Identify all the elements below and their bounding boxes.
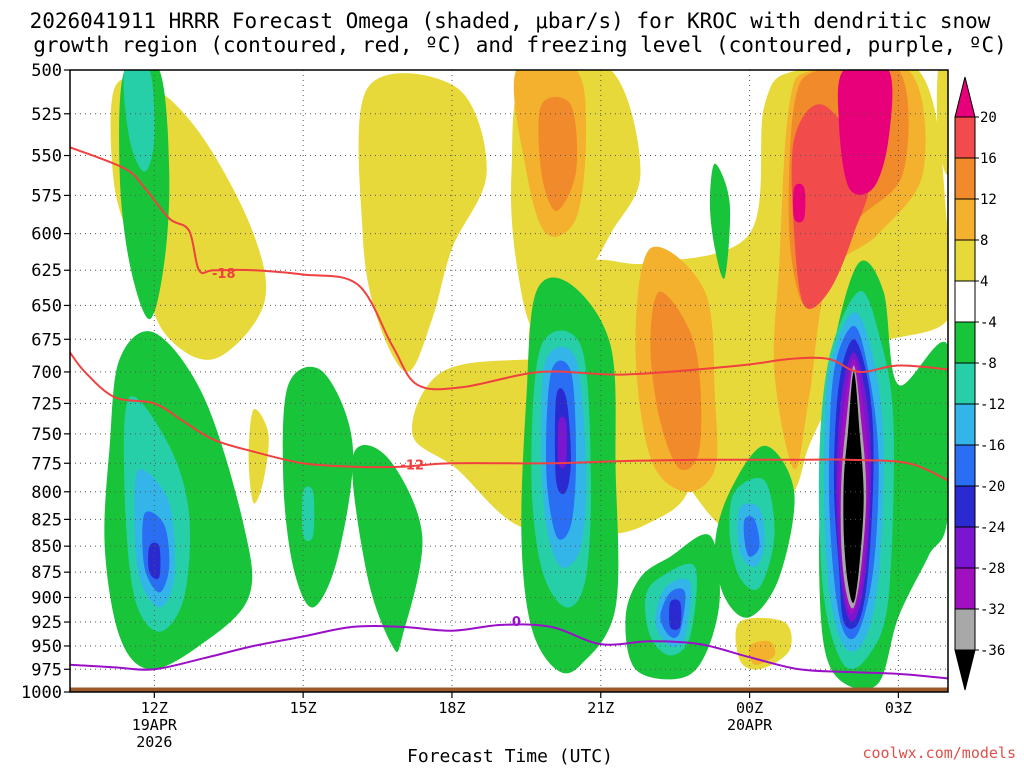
colorbar-label-10: -24 (980, 520, 1005, 536)
omega-region-neg4-20 (282, 366, 354, 608)
colorbar-segment-6 (954, 321, 976, 364)
x-tick-label-24: 00Z (736, 699, 763, 717)
x-tick-label-18: 18Z (438, 699, 465, 717)
omega-region-neg16-42 (743, 516, 760, 557)
omega-region-neg36-52 (843, 371, 864, 603)
x-tick-label-27: 03Z (885, 699, 912, 717)
x-tick-sublabel-24: 20APR (727, 716, 773, 734)
omega-region-pos20-16 (837, 70, 893, 195)
freezing-line-0 (70, 623, 948, 680)
omega-region-neg4-25 (709, 163, 731, 279)
colorbar-segment-5 (954, 280, 976, 323)
colorbar-segment-3 (954, 198, 976, 241)
x-tick-label-21: 21Z (587, 699, 614, 717)
colorbar-bottom-arrow (954, 649, 976, 691)
colorbar-segment-2 (954, 157, 976, 200)
colorbar-label-5: -4 (980, 315, 997, 331)
y-tick-label-1000: 1000 (21, 683, 62, 703)
y-tick-label-975: 975 (31, 660, 62, 680)
colorbar-segment-7 (954, 362, 976, 405)
plot-frame (69, 69, 949, 693)
y-tick-label-800: 800 (31, 483, 62, 503)
colorbar-label-13: -36 (980, 643, 1005, 659)
omega-region-neg4-21 (352, 444, 423, 653)
dgz-line-1 (70, 351, 948, 482)
y-tick-label-500: 500 (31, 61, 62, 81)
y-tick-label-725: 725 (31, 394, 62, 414)
chart-title-line2: growth region (contoured, red, ºC) and f… (33, 33, 1007, 57)
y-tick-label-550: 550 (31, 147, 62, 167)
plot-area: -18 -12 0 500 525 550 575 600 625 650 675 700 725 750… (21, 61, 949, 751)
colorbar-segment-9 (954, 444, 976, 487)
colorbar-label-12: -32 (980, 602, 1005, 618)
colorbar-segment-4 (954, 239, 976, 282)
y-tick-label-950: 950 (31, 637, 62, 657)
dgz-label-0: -18 (212, 267, 236, 282)
omega-region-pos20-17 (793, 183, 806, 223)
colorbar-segment-13 (954, 608, 976, 651)
freezing-label-0: 0 (512, 615, 521, 630)
colorbar-label-7: -12 (980, 397, 1005, 413)
omega-region-neg8-32 (301, 486, 315, 541)
omega-region-pos4-1 (358, 73, 487, 372)
x-tick-label-15: 15Z (290, 699, 317, 717)
y-tick-label-575: 575 (31, 186, 62, 206)
y-tick-label-525: 525 (31, 105, 62, 125)
colorbar-segment-1 (954, 116, 976, 159)
omega-region-pos4-3 (248, 409, 269, 504)
colorbar-label-0: 20 (980, 110, 997, 126)
grid-lines (70, 70, 948, 692)
y-axis: 500 525 550 575 600 625 650 675 700 725 750 775 800 8… (21, 61, 70, 703)
omega-region-neg20-45 (669, 599, 682, 630)
plot-contents: -18 -12 0 (70, 70, 948, 692)
dgz-label-1: -12 (401, 458, 425, 473)
omega-region-pos12-14 (650, 291, 702, 471)
colorbar-label-4: 4 (980, 274, 988, 290)
x-tick-sublabel2-12: 2026 (136, 733, 172, 751)
x-axis-label: Forecast Time (UTC) (407, 746, 613, 767)
chart-title-line1: 2026041911 HRRR Forecast Omega (shaded, … (30, 9, 991, 33)
colorbar-label-8: -16 (980, 438, 1005, 454)
colorbar-label-9: -20 (980, 479, 1005, 495)
y-tick-label-900: 900 (31, 588, 62, 608)
colorbar-segment-11 (954, 526, 976, 569)
y-tick-label-875: 875 (31, 563, 62, 583)
colorbar-segment-8 (954, 403, 976, 446)
colorbar: 20 16 12 8 4 -4 -8 -12 -16 -20 -24 -28 -32 -36 (954, 76, 1005, 691)
terrain-band (70, 687, 948, 692)
y-tick-label-625: 625 (31, 261, 62, 281)
y-tick-label-825: 825 (31, 510, 62, 530)
colorbar-top-arrow (954, 76, 976, 118)
x-tick-label-12: 12Z (141, 699, 168, 717)
colorbar-label-3: 8 (980, 233, 988, 249)
credit-text: coolwx.com/models (862, 744, 1016, 762)
y-tick-label-750: 750 (31, 425, 62, 445)
y-tick-label-650: 650 (31, 296, 62, 316)
colorbar-label-11: -28 (980, 561, 1005, 577)
colorbar-label-2: 12 (980, 192, 997, 208)
omega-region-neg8-27 (123, 70, 155, 172)
omega-region-pos4-6 (936, 70, 948, 175)
colorbar-label-1: 16 (980, 151, 997, 167)
y-tick-label-675: 675 (31, 330, 62, 350)
y-tick-label-925: 925 (31, 613, 62, 633)
omega-region-pos12-12 (538, 96, 578, 211)
y-tick-label-700: 700 (31, 363, 62, 383)
colorbar-segment-12 (954, 567, 976, 610)
colorbar-segment-10 (954, 485, 976, 528)
dgz-line-0 (70, 146, 948, 391)
omega-region-neg24-49 (557, 416, 567, 469)
x-tick-sublabel-12: 19APR (132, 716, 178, 734)
colorbar-label-6: -8 (980, 356, 997, 372)
y-tick-label-600: 600 (31, 225, 62, 245)
y-tick-label-850: 850 (31, 537, 62, 557)
y-tick-label-775: 775 (31, 454, 62, 474)
